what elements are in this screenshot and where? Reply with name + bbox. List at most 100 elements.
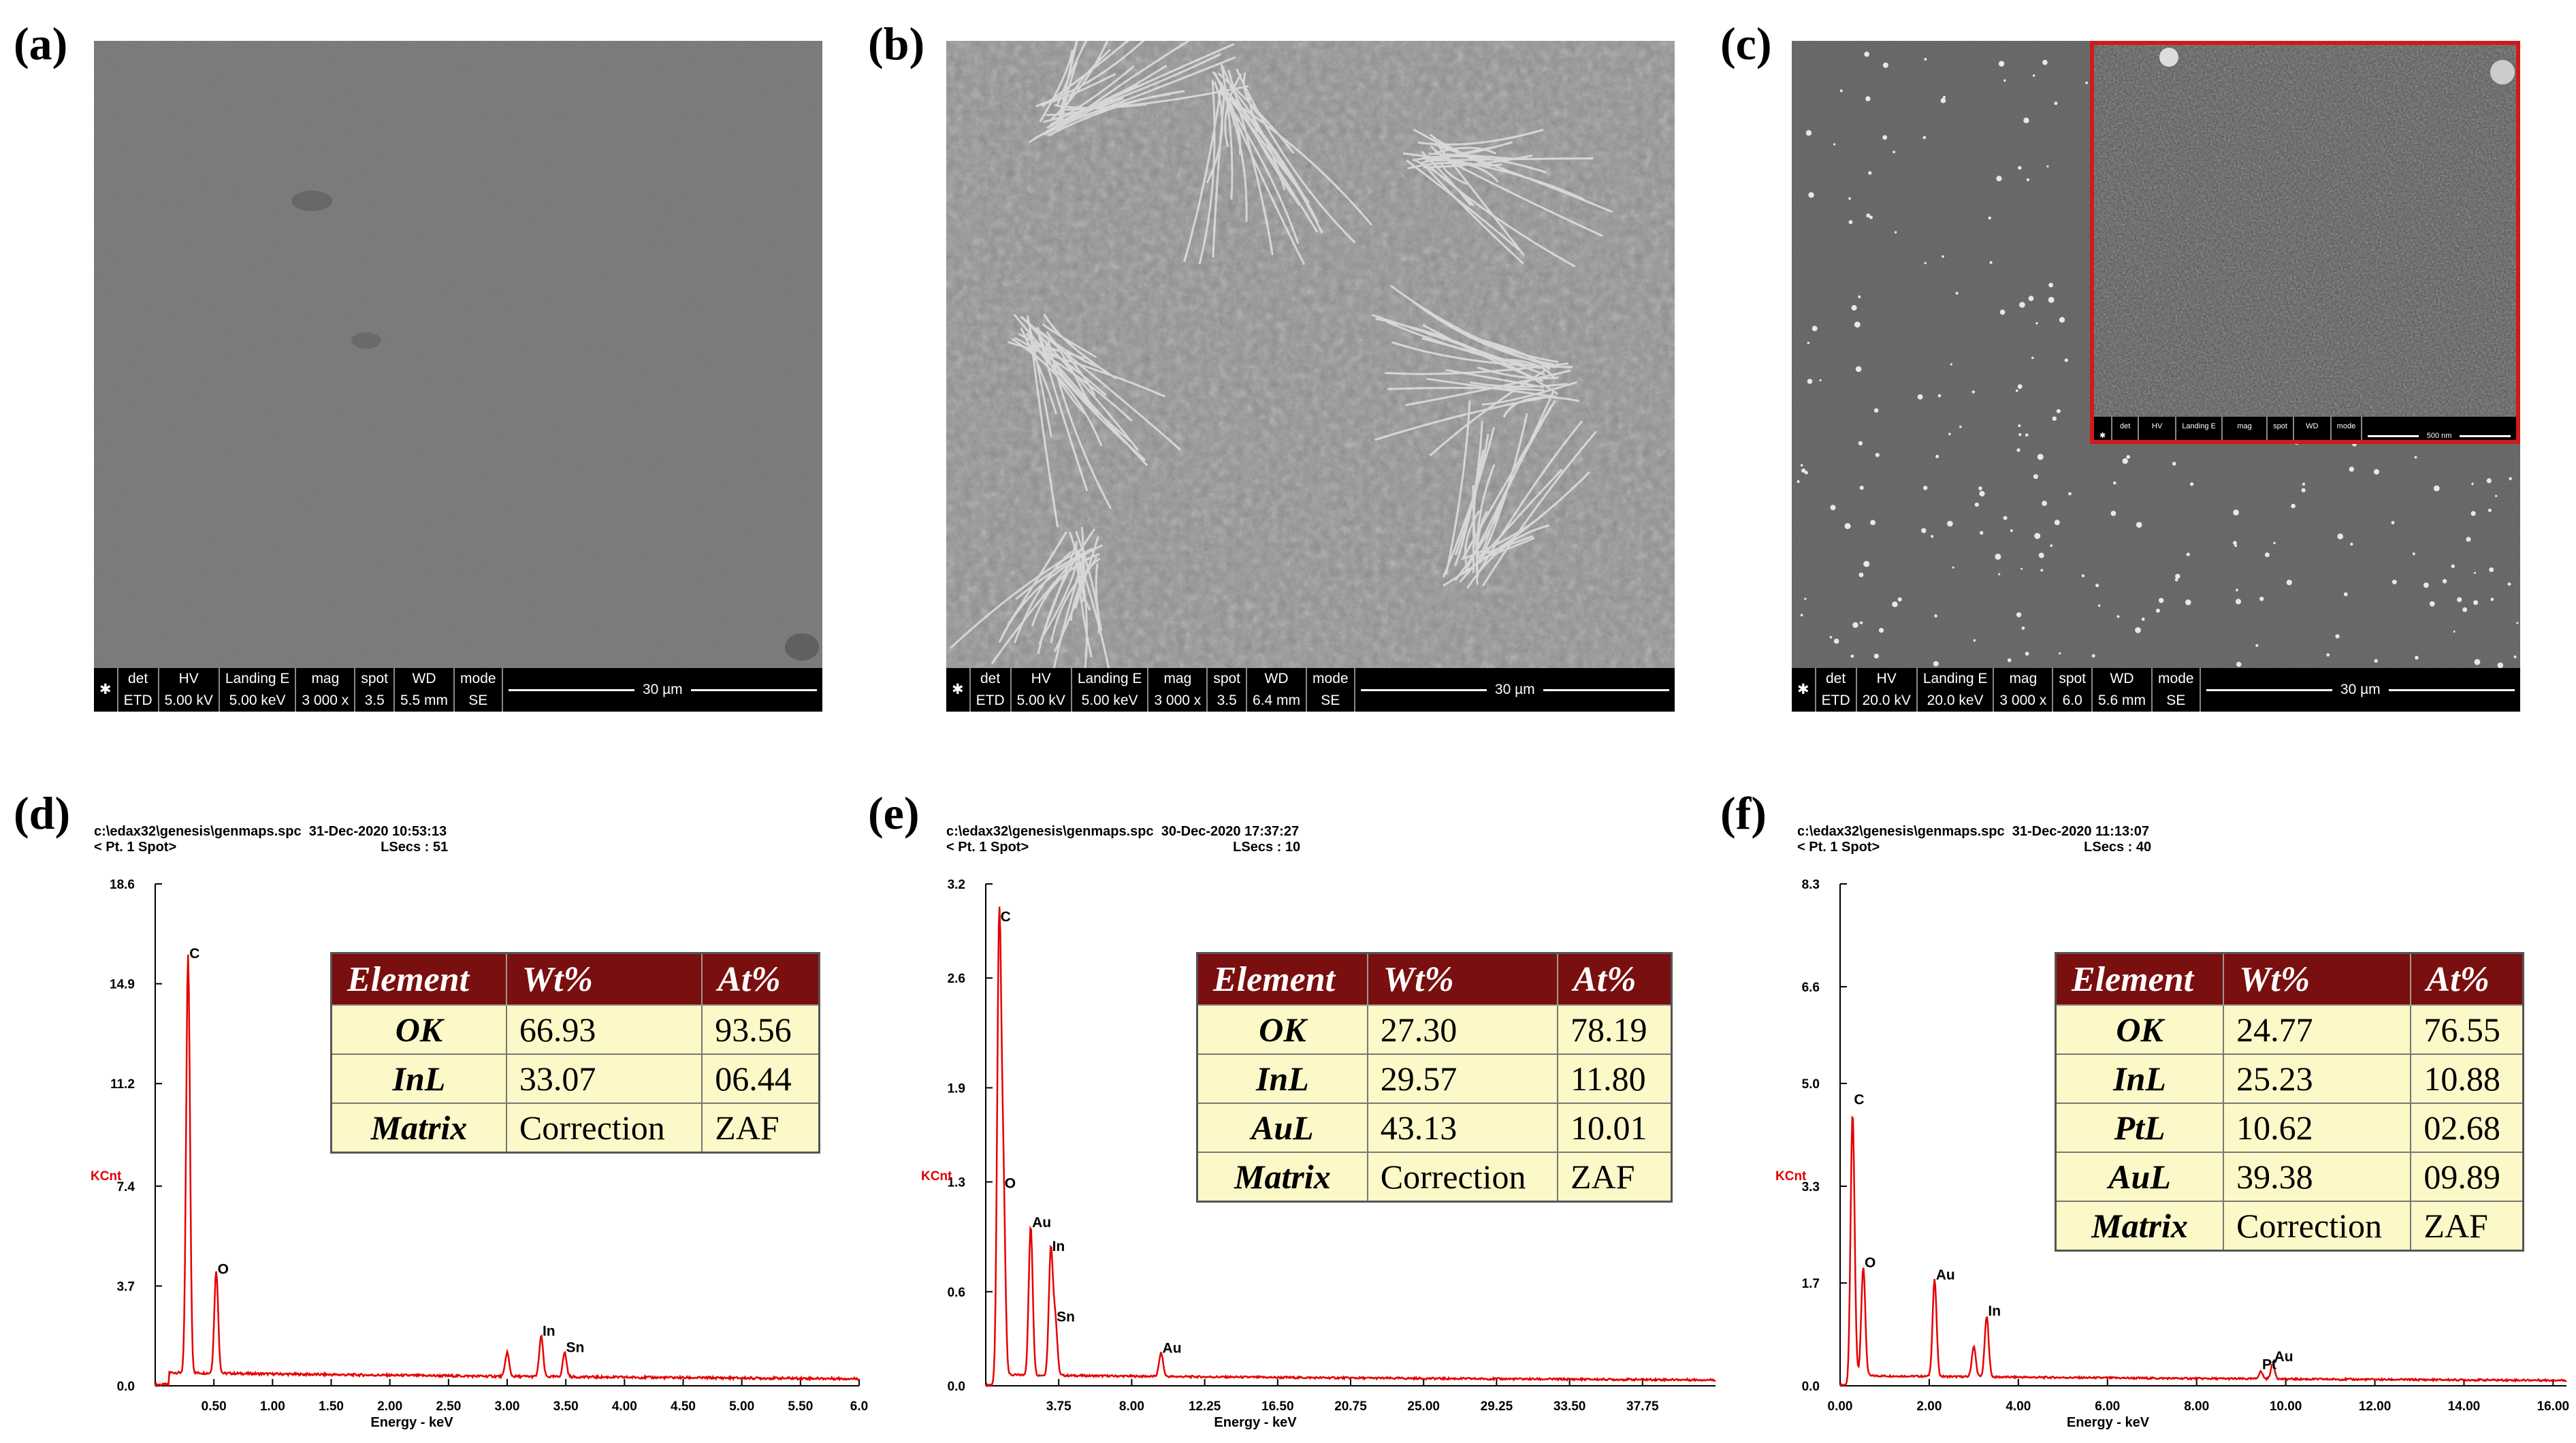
databar-value: 5.5 mm — [393, 690, 455, 712]
value-cell: 66.93 — [505, 1004, 703, 1055]
databar-label: spot — [1206, 668, 1247, 690]
y-tick-label: 3.3 — [1802, 1180, 1820, 1194]
value-cell: Correction — [1366, 1152, 1559, 1203]
peak-label: C — [1001, 909, 1011, 925]
x-tick-label: 3.00 — [495, 1399, 520, 1414]
y-tick-label: 1.9 — [948, 1081, 965, 1096]
y-tick-label: 0.0 — [117, 1380, 135, 1394]
peak-label: Pt — [2262, 1357, 2276, 1372]
x-tick-label: 25.00 — [1407, 1399, 1440, 1414]
peak-label: C — [189, 946, 199, 962]
table-row: InL 33.07 06.44 — [330, 1053, 820, 1104]
databar-value: 5.00 kV — [1010, 690, 1072, 712]
fei-logo-icon: ✱ — [952, 682, 964, 697]
y-tick-label: 6.6 — [1802, 981, 1820, 995]
x-tick-label: 4.00 — [2006, 1399, 2031, 1414]
value-cell: 76.55 — [2410, 1004, 2524, 1055]
element-cell: OK — [330, 1004, 507, 1055]
databar-value: 3.5 — [354, 690, 395, 712]
element-cell: OK — [1196, 1004, 1368, 1055]
x-tick-label: 6.00 — [2095, 1399, 2120, 1414]
spectrum-line — [984, 906, 1716, 1388]
x-tick-label: 2.50 — [436, 1399, 461, 1414]
value-cell: 10.88 — [2410, 1053, 2524, 1104]
databar-label: mag — [295, 668, 355, 690]
databar-label: HV — [2137, 417, 2176, 436]
x-tick-label: 16.00 — [2537, 1399, 2570, 1414]
databar-label: mag — [1993, 668, 2053, 690]
databar-value: 3.5 — [2266, 436, 2293, 440]
element-cell: Matrix — [1196, 1152, 1368, 1203]
x-tick-label: 37.75 — [1626, 1399, 1659, 1414]
fei-logo-icon: ✱ — [99, 682, 112, 697]
element-cell: InL — [2055, 1053, 2225, 1104]
table-row: OK 27.30 78.19 — [1196, 1004, 1673, 1055]
databar-value: 6.0 — [2052, 690, 2093, 712]
databar-label: spot — [2052, 668, 2093, 690]
y-tick-label: 8.3 — [1802, 878, 1820, 892]
databar-label: mode — [2151, 668, 2200, 690]
peak-label: Sn — [1057, 1309, 1075, 1325]
databar-value: 3 000 x — [1147, 690, 1208, 712]
databar-label: Landing E — [2175, 417, 2222, 436]
databar-value: 20.0 kV — [1855, 690, 1917, 712]
peak-label: In — [543, 1324, 556, 1339]
databar-value: CH — [2330, 436, 2362, 440]
databar-label: spot — [2266, 417, 2293, 436]
databar-label: mode — [1306, 668, 1355, 690]
value-cell: 10.62 — [2223, 1103, 2412, 1153]
panel-label-e: (e) — [868, 787, 920, 839]
table-row: Matrix Correction ZAF — [1196, 1152, 1673, 1203]
x-tick-label: 2.00 — [1916, 1399, 1942, 1414]
databar-label: spot — [354, 668, 395, 690]
spectrum-line — [154, 954, 860, 1388]
element-cell: AuL — [2055, 1152, 2225, 1202]
y-tick-label: 5.0 — [1802, 1077, 1820, 1092]
databar-label: WD — [2091, 668, 2153, 690]
x-tick-label: 12.25 — [1189, 1399, 1221, 1414]
databar-label: WD — [1246, 668, 1307, 690]
peak-label: In — [1988, 1303, 2001, 1319]
databar-value: TLD — [2111, 436, 2138, 440]
y-tick-label: 1.7 — [1802, 1277, 1820, 1291]
databar-value: SE — [2151, 690, 2200, 712]
scale-bar: 500 nm — [2361, 417, 2516, 440]
value-cell: ZAF — [701, 1103, 820, 1154]
eds-table-d: Element Wt% At% OK 66.93 93.56 InL 33.07 06.44 Ma… — [330, 952, 820, 1154]
peak-label: O — [1865, 1255, 1875, 1271]
peak-label: O — [1005, 1176, 1016, 1192]
scale-bar: 30 µm — [1353, 668, 1675, 712]
x-tick-label: 8.00 — [1119, 1399, 1144, 1414]
element-cell: PtL — [2055, 1103, 2225, 1153]
element-cell: InL — [330, 1053, 507, 1104]
value-cell: ZAF — [1557, 1152, 1673, 1203]
element-cell: Matrix — [2055, 1201, 2225, 1252]
databar-label: HV — [157, 668, 219, 690]
value-cell: 11.80 — [1557, 1053, 1673, 1104]
peak-label: Au — [1032, 1215, 1051, 1231]
table-row: InL 29.57 11.80 — [1196, 1053, 1673, 1104]
peak-label: In — [1052, 1239, 1065, 1254]
x-tick-label: 4.00 — [612, 1399, 637, 1414]
databar-label: Landing E — [1916, 668, 1994, 690]
scale-bar: 30 µm — [501, 668, 822, 712]
panel-label-f: (f) — [1720, 787, 1767, 839]
databar-label: det — [2111, 417, 2138, 436]
y-tick-label: 7.4 — [117, 1180, 135, 1194]
sem-inset-texture — [2094, 45, 2516, 440]
y-axis-label: KCnt — [91, 1169, 122, 1184]
databar-value: 5.00 keV — [1070, 690, 1148, 712]
databar-label: det — [969, 668, 1011, 690]
value-cell: 29.57 — [1366, 1053, 1559, 1104]
x-tick-label: 12.00 — [2359, 1399, 2392, 1414]
spectrum-line — [1839, 1115, 2567, 1387]
y-tick-label: 0.0 — [1802, 1380, 1820, 1394]
databar-value: 3 000 x — [295, 690, 355, 712]
value-cell: 33.07 — [505, 1053, 703, 1104]
fei-logo-icon: ✱ — [1797, 682, 1809, 697]
x-tick-label: 4.50 — [671, 1399, 696, 1414]
